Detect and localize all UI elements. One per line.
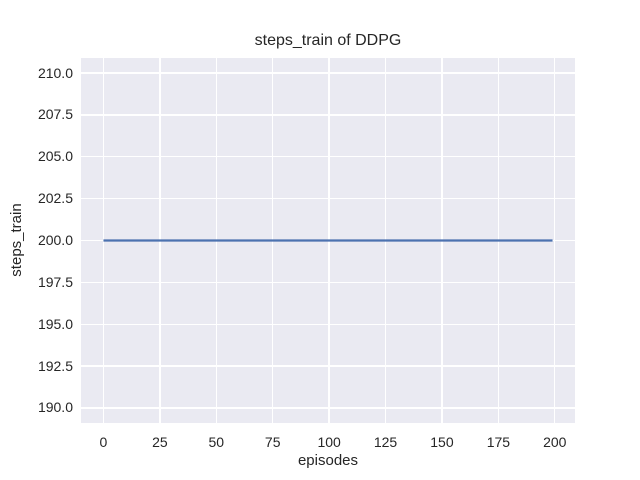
y-tick-label: 210.0 <box>37 64 73 81</box>
x-tick-label: 75 <box>264 434 281 450</box>
y-tick-label: 200.0 <box>37 232 73 248</box>
x-tick-label: 25 <box>152 434 168 450</box>
gridline-horizontal <box>81 156 575 158</box>
gridline-horizontal <box>81 114 575 116</box>
x-tick-label: 150 <box>430 434 454 450</box>
chart-title: steps_train of DDPG <box>254 32 402 49</box>
y-tick-label: 207.5 <box>37 106 73 123</box>
x-axis-label: episodes <box>297 452 359 469</box>
x-tick-label: 200 <box>543 434 567 450</box>
x-tick-label: 125 <box>373 434 398 450</box>
y-tick-label: 190.0 <box>37 399 73 416</box>
x-tick-label: 100 <box>317 434 341 450</box>
series-plot <box>103 239 553 242</box>
gridline-horizontal <box>81 365 575 367</box>
x-tick-label: 175 <box>486 434 511 450</box>
y-tick-label: 192.5 <box>37 357 73 374</box>
gridline-horizontal <box>81 281 575 283</box>
y-tick-label: 205.0 <box>37 148 73 165</box>
x-tick-label: 0 <box>99 434 108 450</box>
gridline-horizontal <box>81 197 575 200</box>
y-tick-label: 202.5 <box>37 190 73 207</box>
y-tick-label: 195.0 <box>37 315 73 332</box>
gridline-horizontal <box>81 72 575 74</box>
gridline-horizontal <box>81 323 575 325</box>
plot-area <box>81 58 575 423</box>
y-tick-label: 197.5 <box>37 273 73 290</box>
gridline-horizontal <box>81 407 575 409</box>
x-tick-label: 50 <box>208 434 225 450</box>
